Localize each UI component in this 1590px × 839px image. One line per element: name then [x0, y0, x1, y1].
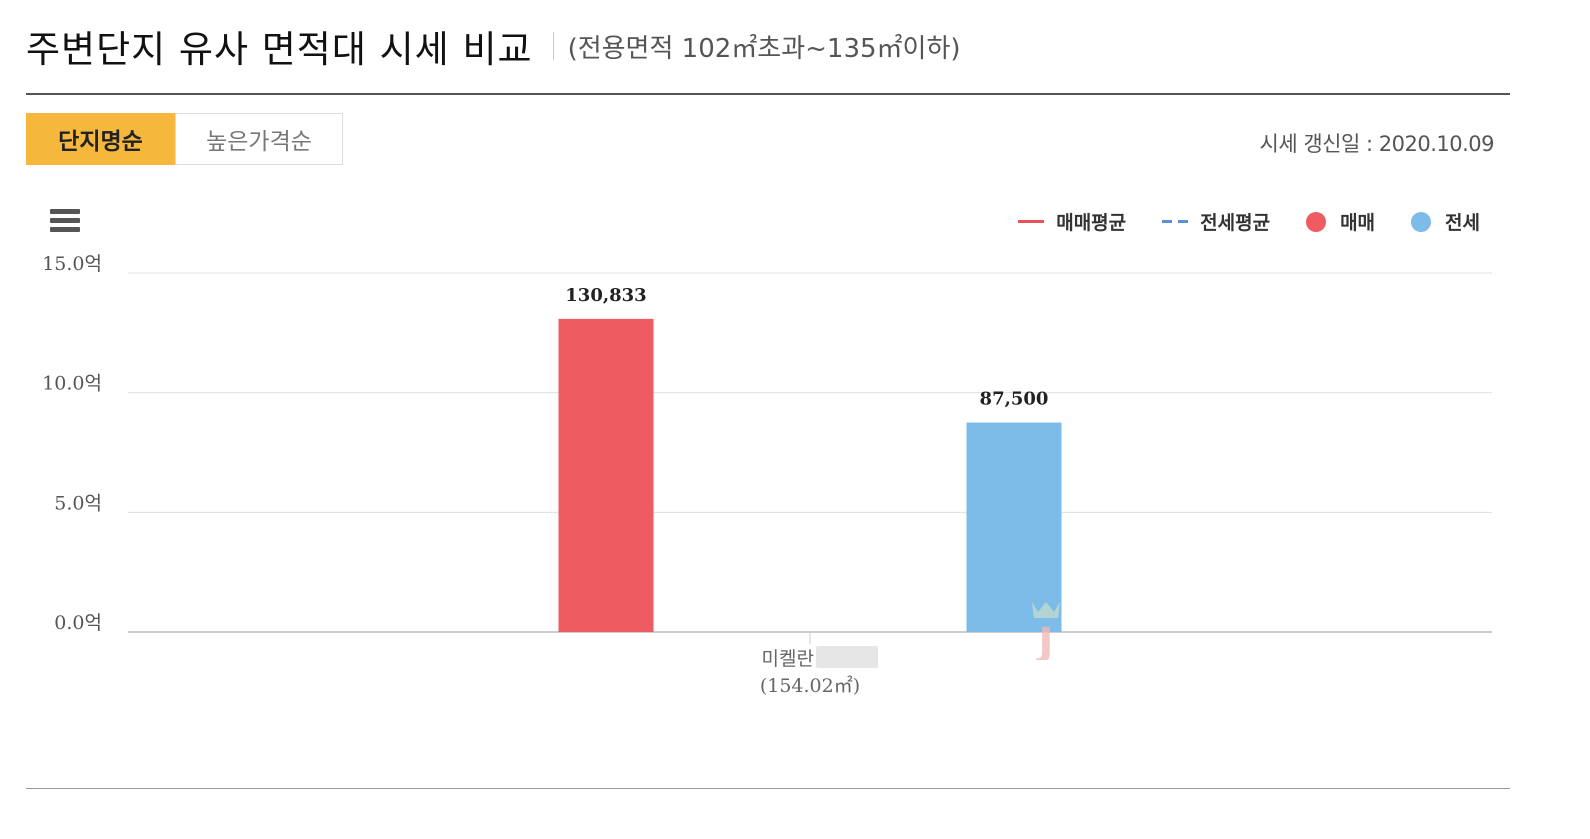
legend-line-swatch: [1018, 220, 1045, 223]
x-category-area: (154.02㎡): [760, 674, 860, 697]
bottom-divider: [26, 788, 1510, 789]
legend-item-sale-average[interactable]: 매매평균: [1018, 208, 1126, 235]
chart-legend: 매매평균 전세평균 매매 전세: [982, 208, 1480, 235]
page-subtitle: (전용면적 102㎡초과~135㎡이하): [567, 33, 961, 64]
legend-dash-swatch: [1162, 220, 1189, 223]
top-divider: [26, 93, 1510, 95]
y-tick-label: 10.0억: [42, 373, 102, 395]
tab-sort-by-price[interactable]: 높은가격순: [175, 113, 343, 165]
page-title: 주변단지 유사 면적대 시세 비교: [26, 28, 533, 71]
legend-label: 매매평균: [1056, 212, 1127, 234]
tab-sort-by-name[interactable]: 단지명순: [26, 113, 175, 165]
svg-text:J: J: [1036, 620, 1054, 660]
y-tick-label: 15.0억: [42, 253, 102, 275]
price-updated-date: 시세 갱신일 : 2020.10.09: [1259, 132, 1495, 156]
y-tick-label: 0.0억: [54, 612, 102, 634]
title-divider: [552, 32, 554, 60]
legend-label: 전세: [1445, 212, 1480, 234]
redacted-name-block: [816, 646, 878, 668]
data-label: 87,500: [980, 389, 1049, 410]
watermark-logo: J: [1032, 602, 1060, 660]
bar-전세: [966, 422, 1062, 632]
sort-tabs: 단지명순 높은가격순: [26, 113, 343, 165]
legend-item-jeonse-average[interactable]: 전세평균: [1162, 208, 1270, 235]
legend-item-sale[interactable]: 매매: [1306, 208, 1375, 235]
legend-dot-swatch: [1411, 211, 1432, 232]
legend-item-jeonse[interactable]: 전세: [1411, 208, 1480, 235]
bar-매매: [558, 318, 654, 632]
chart-menu-icon[interactable]: [50, 209, 80, 233]
y-tick-label: 5.0억: [54, 492, 102, 514]
legend-label: 전세평균: [1200, 212, 1271, 234]
data-label: 130,833: [565, 285, 646, 306]
legend-dot-swatch: [1306, 211, 1327, 232]
x-category-label: 미켈란: [762, 648, 814, 670]
title-row: 주변단지 유사 면적대 시세 비교 (전용면적 102㎡초과~135㎡이하): [26, 16, 961, 76]
legend-label: 매매: [1340, 212, 1376, 234]
